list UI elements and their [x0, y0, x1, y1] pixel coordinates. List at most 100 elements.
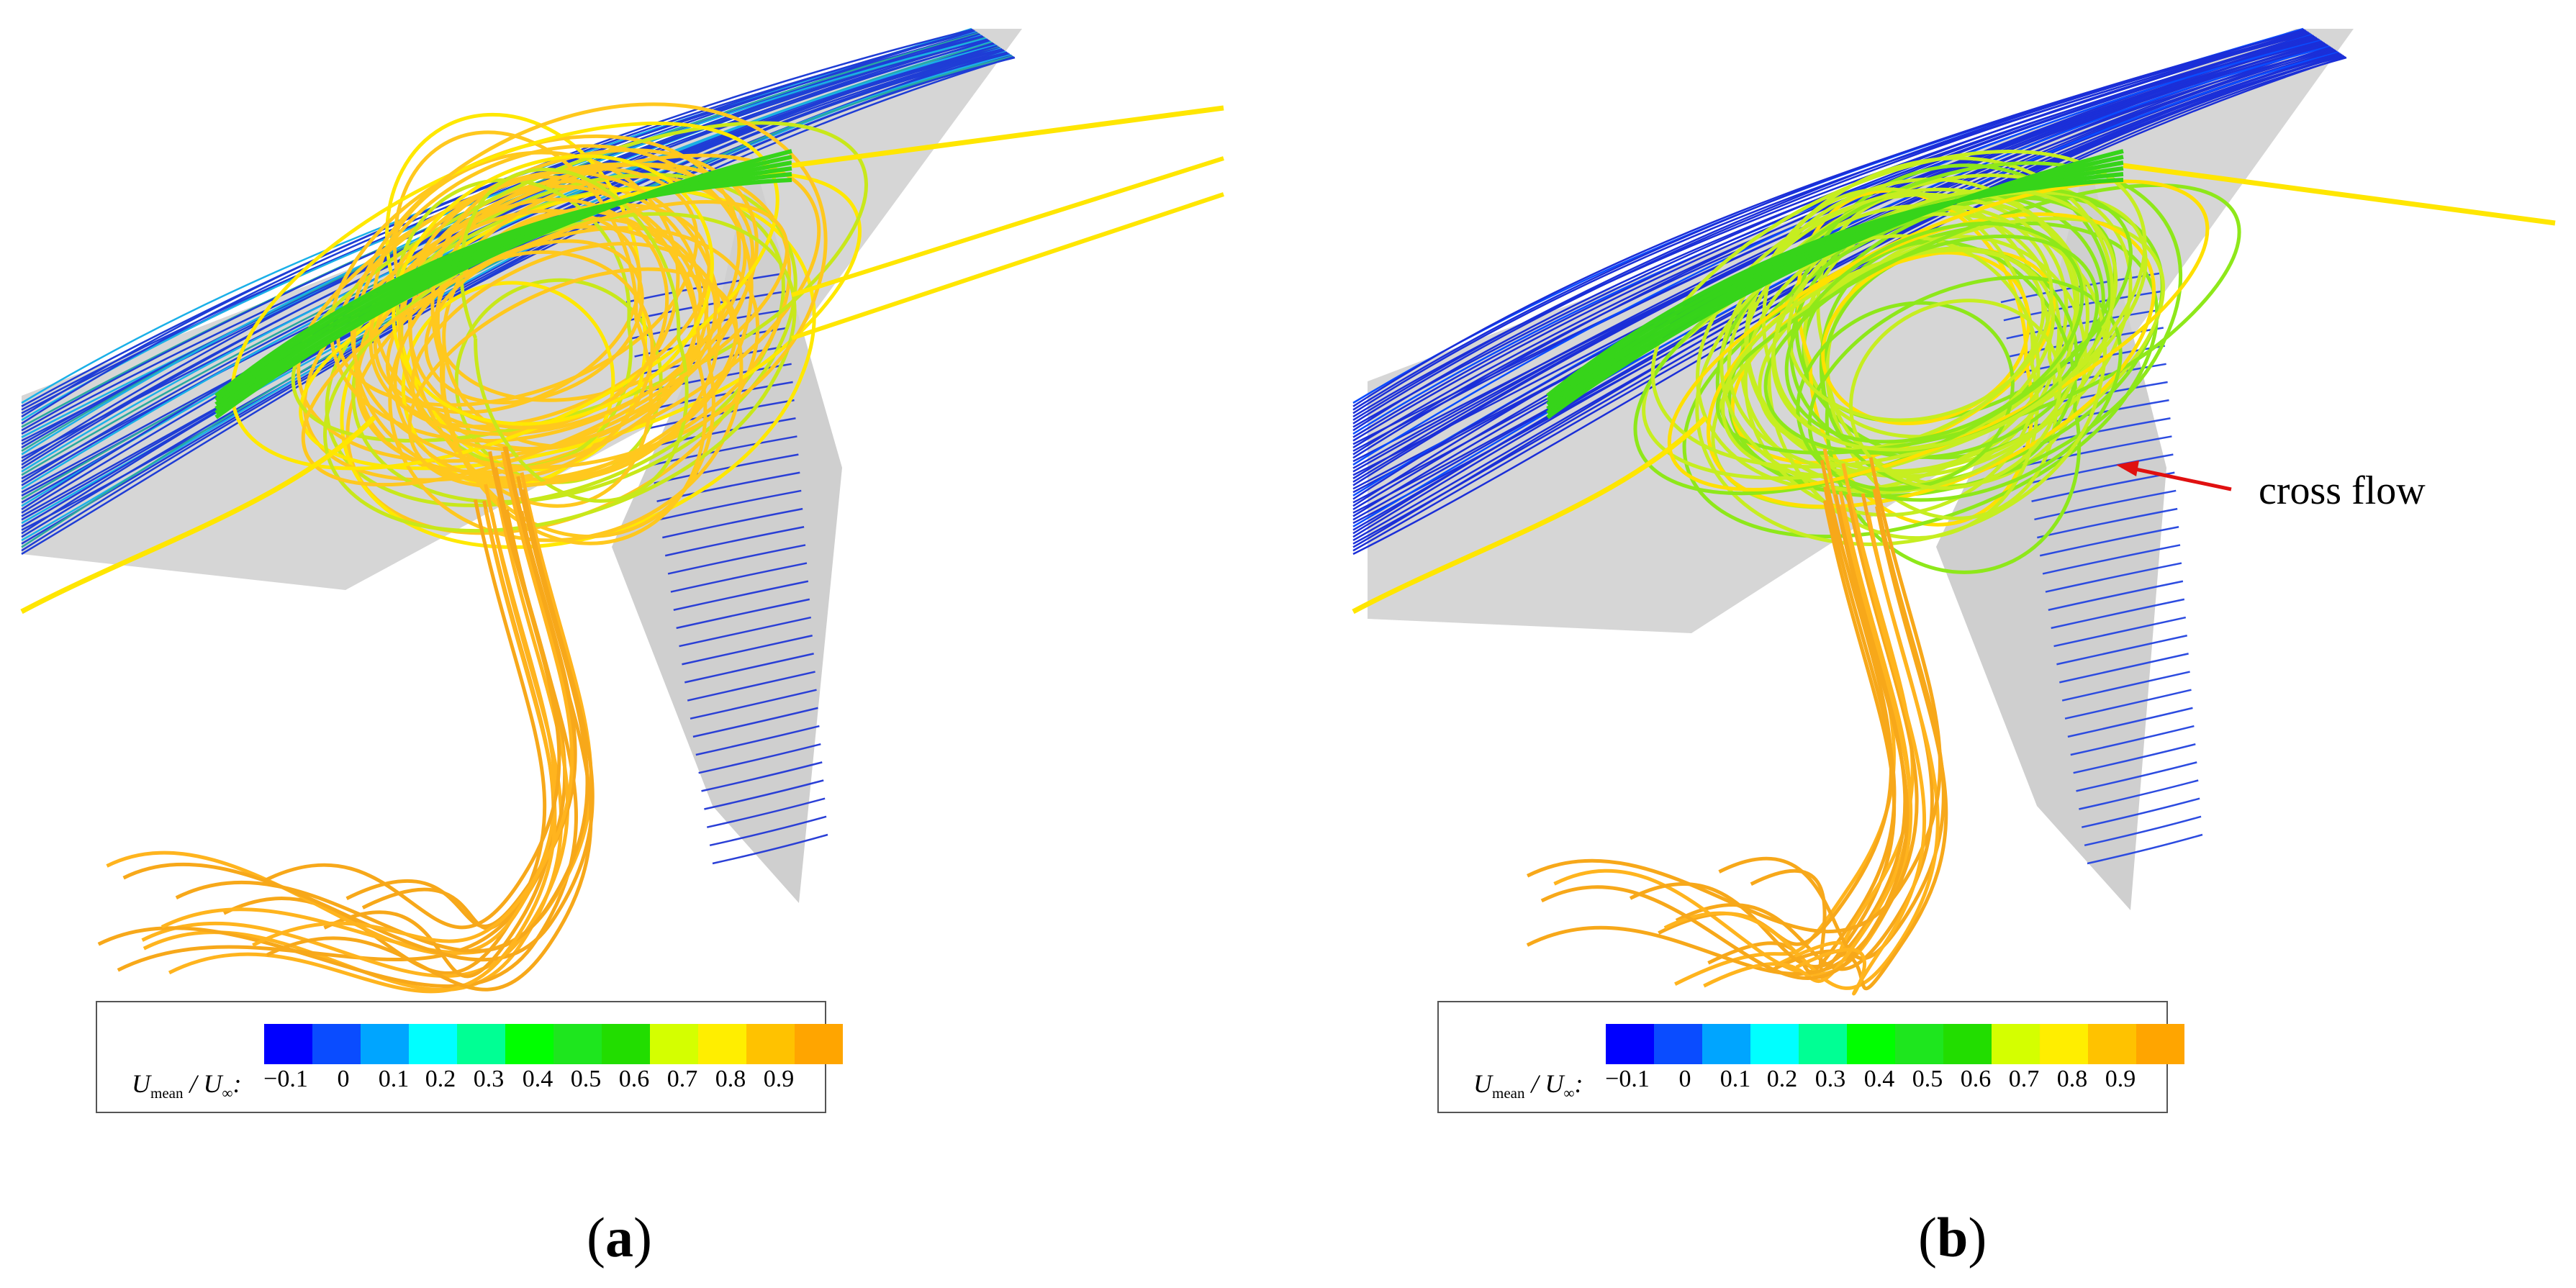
streamline [21, 55, 1013, 548]
streamline [1352, 40, 2321, 466]
colorbar-tick: −0.1 [263, 1066, 308, 1092]
streamline [2034, 489, 2177, 521]
colorbar-tick: 0.3 [1815, 1066, 1846, 1092]
colorbar-tick: 0.5 [1912, 1066, 1943, 1092]
streamline [266, 511, 593, 992]
streamline [654, 453, 799, 484]
streamline [214, 178, 792, 398]
streamline [1352, 29, 2306, 411]
streamline [2076, 761, 2197, 792]
streamline [2037, 507, 2178, 539]
streamline [2051, 598, 2185, 630]
streamline [659, 489, 802, 521]
streamline [791, 156, 1224, 297]
streamline [679, 616, 812, 648]
colorbar-swatch [698, 1024, 746, 1064]
cross-flow-annotation: cross flow [2259, 468, 2426, 513]
colorbar-tick: 0.2 [425, 1066, 456, 1092]
streamline [791, 192, 1224, 340]
streamline [690, 689, 817, 720]
streamline [1546, 172, 2124, 402]
streamline [424, 239, 644, 404]
flow-visualization-b [1352, 27, 2556, 996]
panel-b: cross flow Umean / U∞: −0.1 0 0.1 0.2 0.… [1288, 0, 2576, 1288]
streamline [2059, 653, 2189, 684]
streamline [214, 155, 792, 415]
colorbar-swatch [650, 1024, 698, 1064]
colorbar-tick: 0.1 [378, 1066, 410, 1092]
colorbar-legend: Umean / U∞: −0.1 0 0.1 0.2 0.3 0.4 0.5 0… [96, 1001, 843, 1113]
wake-streamlines [20, 105, 1224, 994]
colorbar-swatch [553, 1024, 602, 1064]
colorbar-swatch [1895, 1024, 1943, 1064]
streamline [392, 154, 714, 426]
streamline [1771, 188, 2118, 452]
streamline [1784, 222, 2084, 444]
streamline [1795, 513, 1927, 996]
colorbar-swatch [2088, 1024, 2136, 1064]
panel-a: Umean / U∞: −0.1 0 0.1 0.2 0.3 0.4 0.5 0… [20, 27, 1224, 1269]
streamline [698, 743, 821, 774]
colorbar-swatch [264, 1024, 312, 1064]
vortex-streamlines [214, 102, 868, 549]
colorbar-swatch [1606, 1024, 1654, 1064]
colorbar-tick: 0.9 [763, 1066, 795, 1092]
streamline [1352, 35, 2315, 442]
streamline [21, 30, 976, 418]
colorbar-swatch [2136, 1024, 2184, 1064]
colorbar-swatch [795, 1024, 843, 1064]
streamline [1546, 178, 2124, 398]
streamline [704, 779, 824, 810]
streamline [21, 39, 989, 463]
streamline [1763, 235, 2100, 455]
streamline [2084, 815, 2202, 847]
colorbar-swatch [1992, 1024, 2040, 1064]
streamline [21, 55, 1015, 552]
colorbar-tick: 0.3 [473, 1066, 505, 1092]
streamline [20, 415, 376, 614]
streamline [676, 598, 810, 630]
streamline [706, 797, 826, 828]
streamline [791, 105, 1224, 168]
streamline [1663, 514, 1940, 990]
streamline [2048, 580, 2184, 611]
streamline [1352, 42, 2326, 483]
streamline [1546, 166, 2124, 407]
colorbar-ticks: −0.1 0 0.1 0.2 0.3 0.4 0.5 0.6 0.7 0.8 0… [263, 1066, 797, 1100]
colorbar-swatch [457, 1024, 505, 1064]
panel-label-a: (a) [587, 1206, 652, 1269]
colorbar-swatch [1654, 1024, 1702, 1064]
streamline [459, 167, 689, 503]
streamline [1546, 160, 2124, 411]
colorbar-swatch [1943, 1024, 1992, 1064]
streamline [214, 149, 792, 419]
streamline [712, 833, 828, 865]
colorbar-tick: 0.7 [666, 1066, 698, 1092]
streamline [407, 267, 738, 489]
streamline [2070, 725, 2195, 756]
colorbar-swatch [2040, 1024, 2088, 1064]
streamline [2045, 562, 2182, 593]
streamline [2056, 635, 2187, 666]
colorbar-tick: 0.8 [715, 1066, 746, 1092]
streamline [2073, 743, 2196, 774]
streamline [2081, 797, 2200, 828]
colorbar-tick: 0.5 [570, 1066, 602, 1092]
streamline [386, 203, 711, 429]
streamline [673, 580, 809, 611]
colorbar-swatch [1702, 1024, 1750, 1064]
streamline [667, 544, 806, 575]
vortex-streamlines [1546, 149, 2241, 574]
streamline [1821, 250, 2031, 425]
colorbar-variable: Umean / U∞: [132, 1069, 242, 1102]
streamline [2053, 616, 2187, 648]
streamline [1849, 299, 2062, 490]
streamline [1352, 32, 2310, 425]
colorbar-tick: 0.7 [2008, 1066, 2040, 1092]
wake-streamlines [1352, 163, 2556, 996]
streamline [263, 451, 561, 930]
streamline [435, 184, 715, 539]
streamline [1707, 212, 2156, 509]
streamline [1352, 415, 1708, 614]
streamline [1546, 155, 2124, 415]
